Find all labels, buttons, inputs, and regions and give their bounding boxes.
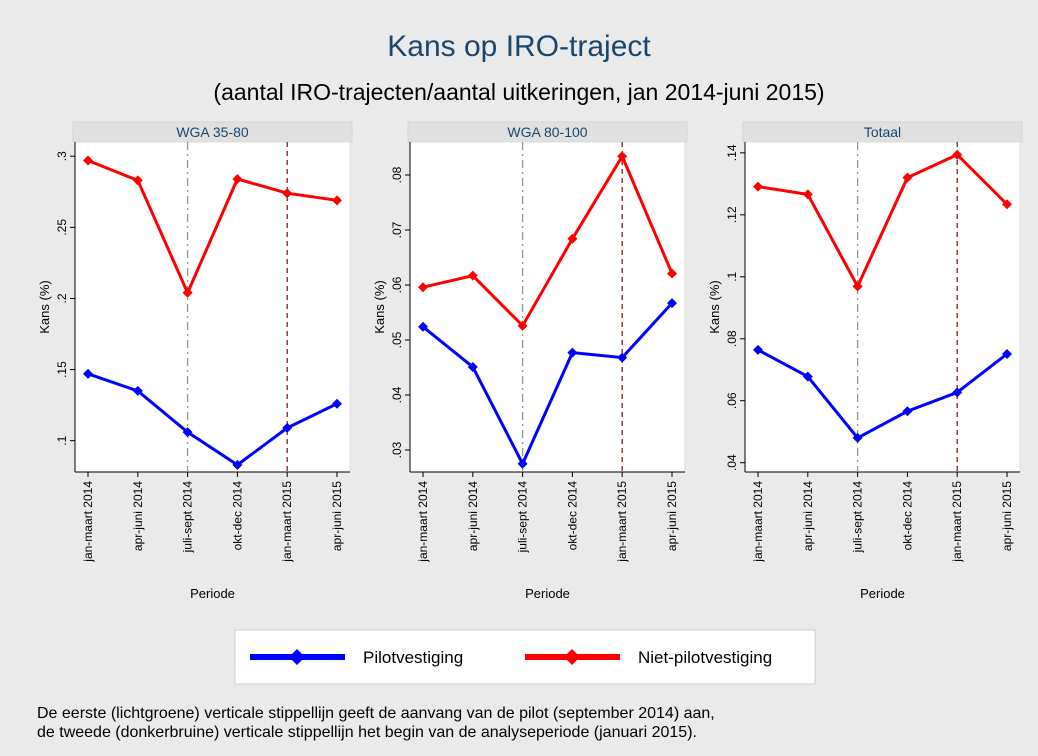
x-tick-label: jan-maart 2014 (81, 481, 95, 563)
marker (1002, 348, 1012, 359)
x-tick-label: jan-maart 2015 (280, 481, 294, 563)
marker (132, 175, 143, 186)
marker (232, 459, 243, 470)
marker (1002, 199, 1012, 210)
panel-title: WGA 35-80 (176, 124, 249, 140)
marker (753, 344, 763, 355)
marker (902, 406, 913, 417)
y-tick-label: .2 (55, 293, 69, 303)
series-line (87, 372, 338, 467)
legend-label: Pilotvestiging (363, 648, 463, 667)
marker (952, 149, 963, 160)
x-tick-label: apr-juni 2015 (330, 481, 344, 551)
y-tick-label: .03 (390, 441, 404, 458)
marker (467, 270, 478, 281)
x-tick-label: juli-sept 2014 (516, 481, 530, 554)
legend-label: Niet-pilotvestiging (638, 648, 772, 667)
marker (952, 387, 963, 398)
x-axis-label: Periode (525, 586, 570, 601)
legend-marker (289, 649, 305, 665)
y-tick-label: .06 (725, 392, 739, 409)
marker (617, 151, 628, 162)
x-tick-label: apr-juni 2014 (801, 481, 815, 551)
panel-title: WGA 80-100 (507, 124, 587, 140)
series-line (422, 153, 674, 329)
marker (332, 398, 342, 409)
x-tick-label: okt-dec 2014 (230, 481, 244, 551)
y-axis-label: Kans (%) (372, 280, 387, 333)
marker (182, 287, 193, 298)
marker (852, 281, 863, 292)
series-line (757, 348, 1008, 440)
marker (667, 298, 677, 309)
marker (567, 233, 578, 244)
marker (232, 173, 243, 184)
marker (182, 427, 193, 438)
marker (282, 422, 293, 433)
marker (467, 361, 478, 372)
y-tick-label: .08 (390, 166, 404, 183)
x-tick-label: apr-juni 2015 (665, 481, 679, 551)
y-tick-label: .15 (55, 361, 69, 378)
marker (753, 181, 763, 192)
x-tick-label: juli-sept 2014 (181, 481, 195, 554)
marker (282, 188, 293, 199)
plot-area (409, 141, 686, 473)
x-tick-label: okt-dec 2014 (565, 481, 579, 551)
x-tick-label: jan-maart 2015 (950, 481, 964, 563)
marker (332, 195, 342, 206)
x-axis-label: Periode (190, 586, 235, 601)
x-axis-label: Periode (860, 586, 905, 601)
marker (802, 371, 813, 382)
marker (902, 172, 913, 183)
y-tick-label: .1 (725, 271, 739, 281)
marker (517, 458, 528, 469)
y-axis-label: Kans (%) (37, 280, 52, 333)
marker (667, 268, 677, 279)
marker (83, 155, 93, 166)
panel-title: Totaal (864, 124, 901, 140)
x-tick-label: jan-maart 2014 (416, 481, 430, 563)
marker (132, 385, 143, 396)
plot-area (74, 141, 351, 473)
marker (617, 352, 628, 363)
legend-marker (564, 649, 580, 665)
series-line (422, 302, 674, 468)
marker (418, 321, 428, 332)
chart-subtitle: (aantal IRO-trajecten/aantal uitkeringen… (213, 79, 824, 105)
marker (802, 189, 813, 200)
series-line (757, 152, 1009, 290)
x-tick-label: apr-juni 2014 (131, 481, 145, 551)
x-tick-label: jan-maart 2014 (751, 481, 765, 563)
note: de tweede (donkerbruine) verticale stipp… (37, 724, 697, 741)
marker (418, 282, 428, 293)
series-line (87, 159, 338, 297)
y-tick-label: .04 (390, 386, 404, 403)
x-tick-label: apr-juni 2015 (1000, 481, 1014, 551)
marker (852, 432, 863, 443)
x-tick-label: apr-juni 2014 (466, 481, 480, 551)
y-tick-label: .25 (55, 219, 69, 236)
note: De eerste (lichtgroene) verticale stippe… (37, 705, 715, 722)
marker (83, 368, 93, 379)
chart-title: Kans op IRO-traject (387, 30, 651, 63)
y-tick-label: .12 (725, 206, 739, 223)
y-tick-label: .14 (725, 144, 739, 161)
y-tick-label: .08 (725, 330, 739, 347)
y-tick-label: .3 (55, 151, 69, 161)
y-tick-label: .07 (390, 221, 404, 238)
marker (517, 320, 528, 331)
x-tick-label: okt-dec 2014 (900, 481, 914, 551)
y-axis-label: Kans (%) (707, 280, 722, 333)
y-tick-label: .05 (390, 331, 404, 348)
x-tick-label: juli-sept 2014 (851, 481, 865, 554)
y-tick-label: .04 (725, 454, 739, 471)
y-tick-label: .06 (390, 276, 404, 293)
x-tick-label: jan-maart 2015 (615, 481, 629, 563)
y-tick-label: .1 (55, 435, 69, 445)
marker (567, 347, 578, 358)
